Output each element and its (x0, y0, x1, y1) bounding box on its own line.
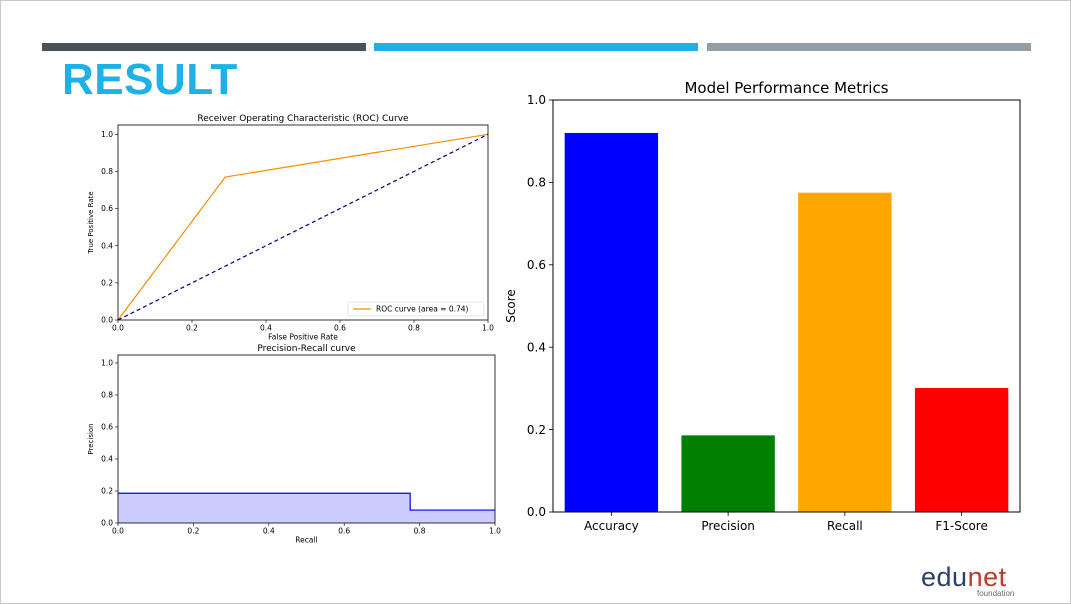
edunet-logo: edunet foundation (921, 561, 1021, 601)
metrics-y-tick-label: 0.6 (527, 258, 546, 272)
metrics-bar-precision (681, 435, 774, 512)
roc-x-tick-label: 1.0 (482, 324, 494, 333)
pr-y-tick-label: 0.2 (101, 487, 113, 496)
precision-recall-chart: 0.0 0.2 0.4 0.6 0.8 1.0 0.0 0.2 0.4 0.6 0.8 1.0 Prec… (79, 343, 504, 543)
roc-y-axis-label: True Positive Rate (87, 191, 95, 254)
metrics-y-tick-label: 0.0 (527, 505, 546, 519)
metrics-chart-title: Model Performance Metrics (684, 79, 888, 97)
header-band-blue (374, 43, 698, 51)
roc-x-tick-label: 0.2 (186, 324, 198, 333)
roc-x-axis-label: False Positive Rate (268, 333, 338, 342)
pr-y-tick-label: 0.0 (101, 519, 113, 528)
roc-x-tick-label: 0.4 (260, 324, 272, 333)
pr-y-tick-label: 0.6 (101, 423, 113, 432)
pr-chart-title: Precision-Recall curve (257, 344, 356, 354)
pr-y-tick-label: 0.4 (101, 455, 113, 464)
metrics-y-tick-label: 0.2 (527, 423, 546, 437)
roc-x-tick-label: 0.0 (112, 324, 124, 333)
pr-area-fill-0 (118, 493, 495, 523)
precision-recall-chart-svg: 0.0 0.2 0.4 0.6 0.8 1.0 0.0 0.2 0.4 0.6 0.8 1.0 Prec… (79, 343, 504, 543)
metrics-y-tick-label: 0.8 (527, 176, 546, 190)
roc-y-tick-label: 0.4 (101, 241, 113, 250)
roc-x-tick-label: 0.8 (408, 324, 420, 333)
metrics-bar-accuracy (565, 133, 658, 512)
pr-x-tick-label: 0.6 (338, 527, 350, 536)
pr-y-axis-label: Precision (87, 423, 95, 454)
logo-part-edu: edu (921, 562, 968, 592)
metrics-x-tick-label: Accuracy (584, 519, 639, 533)
metrics-y-axis-label: Score (504, 289, 518, 323)
roc-legend-label: ROC curve (area = 0.74) (376, 305, 469, 314)
roc-y-tick-label: 0.6 (101, 204, 113, 213)
metrics-x-tick-label: F1-Score (935, 519, 987, 533)
pr-x-tick-label: 0.8 (414, 527, 426, 536)
pr-x-tick-label: 0.2 (187, 527, 199, 536)
pr-x-tick-label: 1.0 (489, 527, 501, 536)
pr-y-tick-label: 1.0 (101, 359, 113, 368)
roc-chart-svg: 0.0 0.2 0.4 0.6 0.8 1.0 0.0 0.2 0.4 0.6 0.8 1.0 Rece… (79, 109, 499, 344)
pr-x-tick-label: 0.4 (263, 527, 275, 536)
metrics-bar-f1-score (915, 388, 1008, 512)
roc-plot-frame (118, 125, 488, 320)
roc-y-tick-label: 0.2 (101, 278, 113, 287)
roc-y-tick-label: 0.8 (101, 167, 113, 176)
logo-part-net: net (968, 562, 1007, 592)
header-band-dark (42, 43, 366, 51)
metrics-chart-svg: Accuracy Precision Recall F1-Score 0.0 0.2 0.4… (501, 73, 1031, 543)
logo-subtitle: foundation (977, 589, 1014, 598)
metrics-x-tick-label: Precision (701, 519, 755, 533)
roc-y-tick-label: 1.0 (101, 130, 113, 139)
slide-title: RESULT (62, 55, 238, 105)
pr-y-tick-label: 0.8 (101, 391, 113, 400)
roc-series-line-1 (118, 134, 488, 320)
metrics-bar-recall (798, 193, 891, 512)
header-band-gray (707, 43, 1031, 51)
metrics-chart: Accuracy Precision Recall F1-Score 0.0 0.2 0.4… (501, 73, 1031, 543)
pr-x-axis-label: Recall (295, 536, 317, 545)
roc-y-tick-label: 0.0 (101, 316, 113, 325)
roc-chart-title: Receiver Operating Characteristic (ROC) … (197, 114, 409, 124)
roc-chart: 0.0 0.2 0.4 0.6 0.8 1.0 0.0 0.2 0.4 0.6 0.8 1.0 Rece… (79, 109, 499, 344)
metrics-y-tick-label: 1.0 (527, 93, 546, 107)
roc-x-tick-label: 0.6 (334, 324, 346, 333)
metrics-x-tick-label: Recall (827, 519, 863, 533)
pr-x-tick-label: 0.0 (112, 527, 124, 536)
metrics-y-tick-label: 0.4 (527, 340, 546, 354)
